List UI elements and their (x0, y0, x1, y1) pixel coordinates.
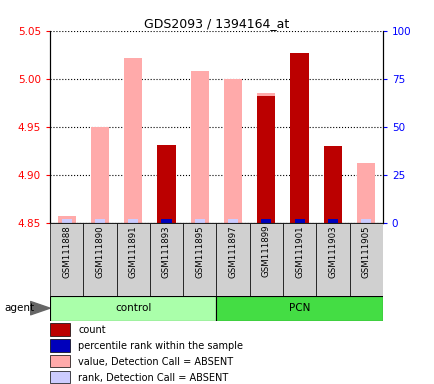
Text: agent: agent (4, 303, 34, 313)
Bar (356, 163, 375, 223)
FancyBboxPatch shape (283, 223, 316, 296)
Text: GSM111899: GSM111899 (261, 225, 270, 277)
Bar (194, 219, 204, 223)
Bar (128, 219, 138, 223)
Text: value, Detection Call = ABSENT: value, Detection Call = ABSENT (78, 357, 233, 367)
Text: GSM111897: GSM111897 (228, 225, 237, 278)
Text: PCN: PCN (288, 303, 309, 313)
FancyBboxPatch shape (183, 223, 216, 296)
Bar (261, 219, 271, 223)
Text: GSM111888: GSM111888 (62, 225, 71, 278)
Bar (57, 216, 76, 223)
Bar (95, 219, 105, 223)
Text: GSM111893: GSM111893 (161, 225, 171, 278)
Bar (50, 355, 69, 367)
FancyBboxPatch shape (349, 223, 382, 296)
Bar (50, 371, 69, 383)
FancyBboxPatch shape (149, 223, 183, 296)
FancyBboxPatch shape (116, 223, 149, 296)
Bar (360, 219, 370, 223)
Title: GDS2093 / 1394164_at: GDS2093 / 1394164_at (144, 17, 288, 30)
Bar (256, 96, 275, 223)
Bar (190, 71, 208, 223)
Bar (323, 146, 341, 223)
Bar (224, 79, 242, 223)
FancyBboxPatch shape (50, 223, 83, 296)
Text: GSM111890: GSM111890 (95, 225, 104, 278)
Bar (124, 58, 142, 223)
FancyBboxPatch shape (316, 223, 349, 296)
FancyBboxPatch shape (83, 223, 116, 296)
Bar (256, 93, 275, 223)
Bar (290, 53, 308, 223)
Bar (91, 127, 109, 223)
Bar (161, 219, 171, 223)
Text: count: count (78, 325, 106, 335)
Text: GSM111903: GSM111903 (328, 225, 337, 278)
Text: percentile rank within the sample: percentile rank within the sample (78, 341, 243, 351)
Bar (50, 323, 69, 336)
FancyBboxPatch shape (249, 223, 283, 296)
Bar (327, 219, 337, 223)
Bar (227, 219, 237, 223)
Bar (62, 219, 72, 223)
Bar (294, 219, 304, 223)
FancyBboxPatch shape (216, 296, 382, 321)
Text: GSM111901: GSM111901 (294, 225, 303, 278)
Bar (157, 145, 175, 223)
FancyBboxPatch shape (216, 223, 249, 296)
Bar (50, 339, 69, 351)
Text: control: control (115, 303, 151, 313)
Text: GSM111895: GSM111895 (195, 225, 204, 278)
Bar (261, 219, 271, 223)
Text: rank, Detection Call = ABSENT: rank, Detection Call = ABSENT (78, 373, 228, 383)
Text: GSM111891: GSM111891 (128, 225, 138, 278)
Text: GSM111905: GSM111905 (361, 225, 370, 278)
FancyBboxPatch shape (50, 296, 216, 321)
Polygon shape (30, 301, 50, 315)
